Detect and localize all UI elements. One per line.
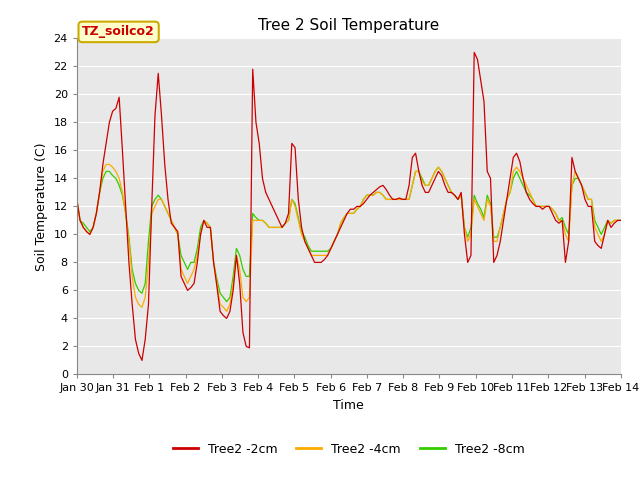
Tree2 -2cm	[396, 195, 403, 201]
Tree2 -4cm	[265, 225, 273, 230]
Line: Tree2 -4cm: Tree2 -4cm	[77, 164, 621, 312]
X-axis label: Time: Time	[333, 399, 364, 412]
Tree2 -2cm	[138, 358, 146, 363]
Tree2 -8cm	[386, 196, 394, 202]
Tree2 -2cm	[262, 190, 269, 195]
Tree2 -2cm	[617, 217, 625, 223]
Tree2 -8cm	[232, 246, 240, 252]
Tree2 -4cm	[223, 309, 230, 314]
Y-axis label: Soil Temperature (C): Soil Temperature (C)	[35, 142, 48, 271]
Tree2 -4cm	[236, 266, 243, 272]
Tree2 -8cm	[262, 220, 269, 226]
Tree2 -8cm	[617, 217, 625, 223]
Tree2 -8cm	[435, 164, 442, 170]
Tree2 -8cm	[73, 196, 81, 202]
Tree2 -2cm	[470, 49, 478, 55]
Tree2 -2cm	[513, 150, 520, 156]
Line: Tree2 -8cm: Tree2 -8cm	[77, 167, 621, 301]
Tree2 -4cm	[399, 196, 406, 202]
Line: Tree2 -2cm: Tree2 -2cm	[77, 52, 621, 360]
Tree2 -2cm	[73, 196, 81, 202]
Tree2 -8cm	[223, 299, 230, 304]
Tree2 -4cm	[389, 196, 397, 202]
Tree2 -2cm	[174, 229, 182, 235]
Tree2 -4cm	[102, 161, 110, 167]
Tree2 -8cm	[513, 168, 520, 174]
Tree2 -8cm	[171, 225, 179, 230]
Tree2 -4cm	[73, 196, 81, 202]
Title: Tree 2 Soil Temperature: Tree 2 Soil Temperature	[258, 18, 440, 33]
Tree2 -8cm	[396, 196, 403, 202]
Tree2 -2cm	[386, 192, 394, 198]
Tree2 -4cm	[617, 217, 625, 223]
Tree2 -4cm	[174, 231, 182, 237]
Tree2 -4cm	[513, 164, 520, 170]
Tree2 -2cm	[232, 252, 240, 258]
Legend: Tree2 -2cm, Tree2 -4cm, Tree2 -8cm: Tree2 -2cm, Tree2 -4cm, Tree2 -8cm	[168, 438, 529, 461]
Text: TZ_soilco2: TZ_soilco2	[82, 25, 155, 38]
